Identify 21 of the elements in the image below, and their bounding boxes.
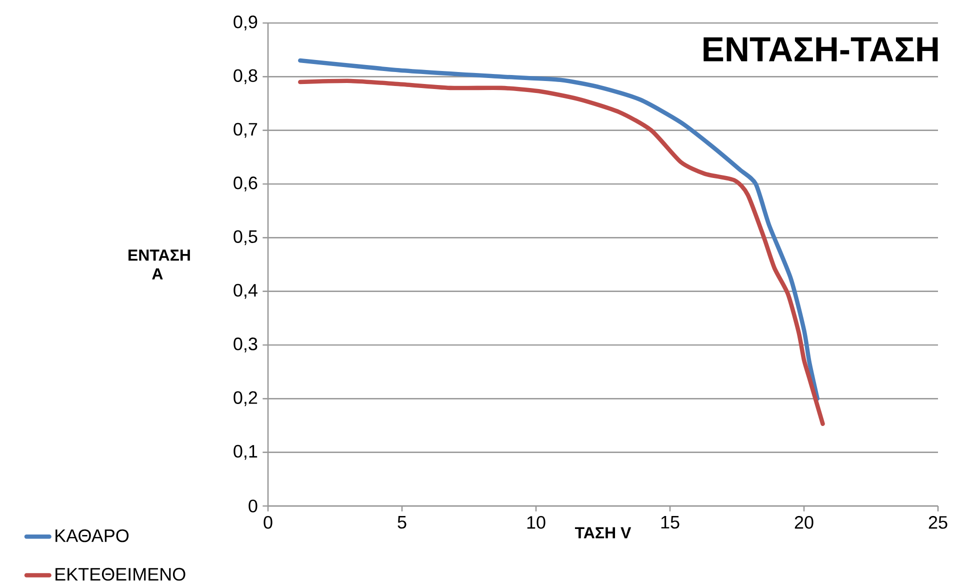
x-tick-label: 25	[928, 516, 948, 529]
y-tick-label: 0,1	[234, 444, 258, 460]
y-tick-label: 0,9	[234, 16, 258, 31]
x-tick-label: 15	[661, 516, 680, 529]
y-axis-title: ΕΝΤΑΣΗ Α	[128, 250, 190, 280]
legend-label: ΕΚΤΕΘΕΙΜΕΝΟ	[56, 568, 186, 581]
y-tick-label: 0	[248, 500, 258, 512]
x-tick-label: 20	[794, 516, 814, 529]
y-tick-label: 0,4	[234, 284, 258, 299]
y-tick-label: 0,7	[234, 122, 258, 138]
x-axis-title: ΤΑΣΗ V	[574, 527, 632, 538]
y-tick-label: 0,2	[234, 391, 258, 406]
y-tick-label: 0,3	[234, 338, 258, 352]
x-tick-label: 10	[527, 516, 546, 529]
x-tick-label: 0	[264, 516, 272, 529]
y-tick-label: 0,8	[234, 69, 258, 84]
legend-label: ΚΑΘΑΡΟ	[56, 529, 129, 542]
y-tick-label: 0,6	[234, 176, 258, 192]
y-tick-label: 0,5	[234, 230, 258, 246]
chart-title: ΕΝΤΑΣΗ-ΤΑΣΗ	[704, 37, 938, 62]
x-tick-label: 5	[398, 516, 406, 529]
